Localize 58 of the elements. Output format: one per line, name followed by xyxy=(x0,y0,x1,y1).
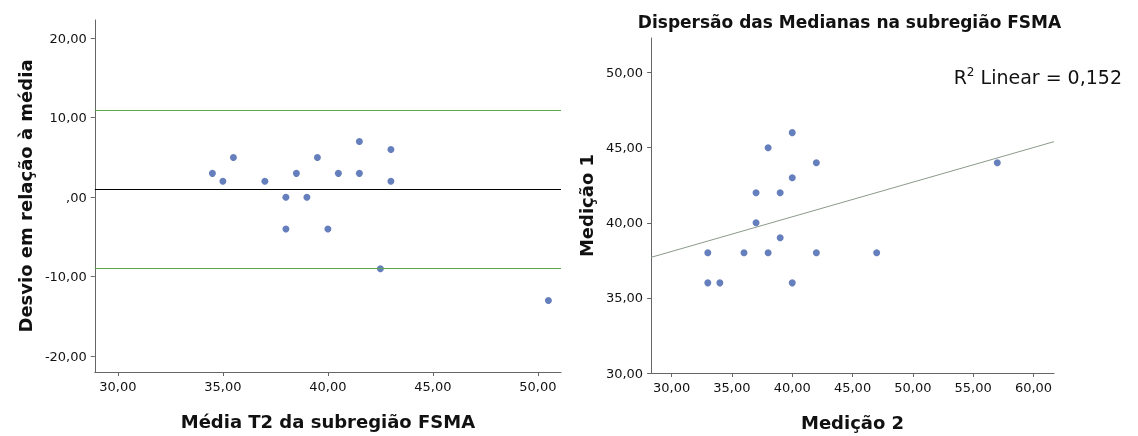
point xyxy=(303,193,311,201)
x-tick-label: 55,00 xyxy=(954,380,992,395)
chart-title: Dispersão das Medianas na subregião FSMA xyxy=(637,11,1062,32)
y-axis-title: Medição 1 xyxy=(575,153,597,258)
y-tick-label: 20,00 xyxy=(49,30,87,46)
x-tick-label: 45,00 xyxy=(414,379,452,394)
point xyxy=(740,249,748,257)
y-tick-label: 50,00 xyxy=(605,65,644,81)
x-tick-label: 40,00 xyxy=(773,380,811,395)
point xyxy=(219,177,227,185)
y-tick-label: 10,00 xyxy=(49,110,87,126)
point xyxy=(704,279,712,287)
point xyxy=(788,174,796,182)
point xyxy=(752,189,760,197)
y-tick-label: 40,00 xyxy=(605,215,644,231)
point xyxy=(261,177,269,185)
y-tick-label: 35,00 xyxy=(605,290,644,306)
point xyxy=(355,169,363,177)
point xyxy=(873,249,881,257)
point xyxy=(812,249,820,257)
point xyxy=(776,234,784,242)
point xyxy=(208,169,216,177)
x-tick-label: 30,00 xyxy=(99,379,137,394)
x-tick-label: 35,00 xyxy=(713,380,751,395)
point xyxy=(334,169,342,177)
point xyxy=(776,189,784,197)
point xyxy=(292,169,300,177)
x-tick-label: 35,00 xyxy=(204,379,242,394)
point xyxy=(355,138,363,146)
y-tick-label: ,00 xyxy=(66,189,87,205)
point xyxy=(313,153,321,161)
point xyxy=(764,144,772,152)
x-axis-title: Média T2 da subregião FSMA xyxy=(180,410,476,432)
point xyxy=(387,146,395,154)
point xyxy=(716,279,724,287)
x-tick-label: 50,00 xyxy=(894,380,932,395)
x-tick-label: 60,00 xyxy=(1014,380,1053,395)
x-tick-label: 40,00 xyxy=(309,379,347,394)
point xyxy=(764,249,772,257)
x-axis-title: Medição 2 xyxy=(800,411,905,433)
y-tick-label: -10,00 xyxy=(44,269,87,285)
x-tick-label: 50,00 xyxy=(519,379,557,394)
x-tick-label: 45,00 xyxy=(833,380,872,395)
point xyxy=(704,249,712,257)
x-tick-label: 30,00 xyxy=(653,380,691,395)
y-tick-label: 30,00 xyxy=(605,365,644,381)
point xyxy=(788,129,796,137)
point xyxy=(752,219,760,227)
point xyxy=(229,153,237,161)
point xyxy=(788,279,796,287)
point xyxy=(544,296,552,304)
y-axis-title: Desvio em relação à média xyxy=(14,59,36,333)
y-tick-label: 45,00 xyxy=(605,140,644,156)
y-tick-label: -20,00 xyxy=(44,348,87,364)
point xyxy=(282,193,290,201)
point xyxy=(993,159,1001,167)
point xyxy=(387,177,395,185)
point xyxy=(812,159,820,167)
